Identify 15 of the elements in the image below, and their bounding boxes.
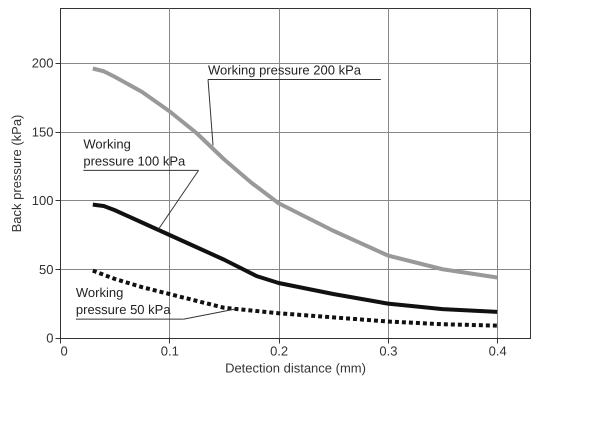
x-axis-title: Detection distance (mm) (225, 360, 366, 376)
y-tick-label: 50 (39, 262, 54, 277)
x-tick-label: 0 (60, 344, 68, 358)
x-tick-label: 0.3 (379, 344, 398, 358)
annotation: Working pressure 200 kPa (208, 62, 362, 78)
y-axis-title: Back pressure (kPa) (8, 114, 24, 232)
x-tick-label: 0.1 (160, 344, 179, 358)
x-tick-label: 0.4 (488, 344, 507, 358)
y-tick-label: 0 (46, 330, 54, 346)
y-tick-label: 150 (32, 124, 54, 140)
x-tick-label: 0.2 (270, 344, 288, 358)
annotation: Working pressure 50 kPa (76, 285, 172, 318)
y-tick-label: 200 (32, 56, 54, 70)
y-tick-label: 100 (32, 193, 54, 208)
annotation: Working pressure 100 kPa (83, 136, 186, 168)
